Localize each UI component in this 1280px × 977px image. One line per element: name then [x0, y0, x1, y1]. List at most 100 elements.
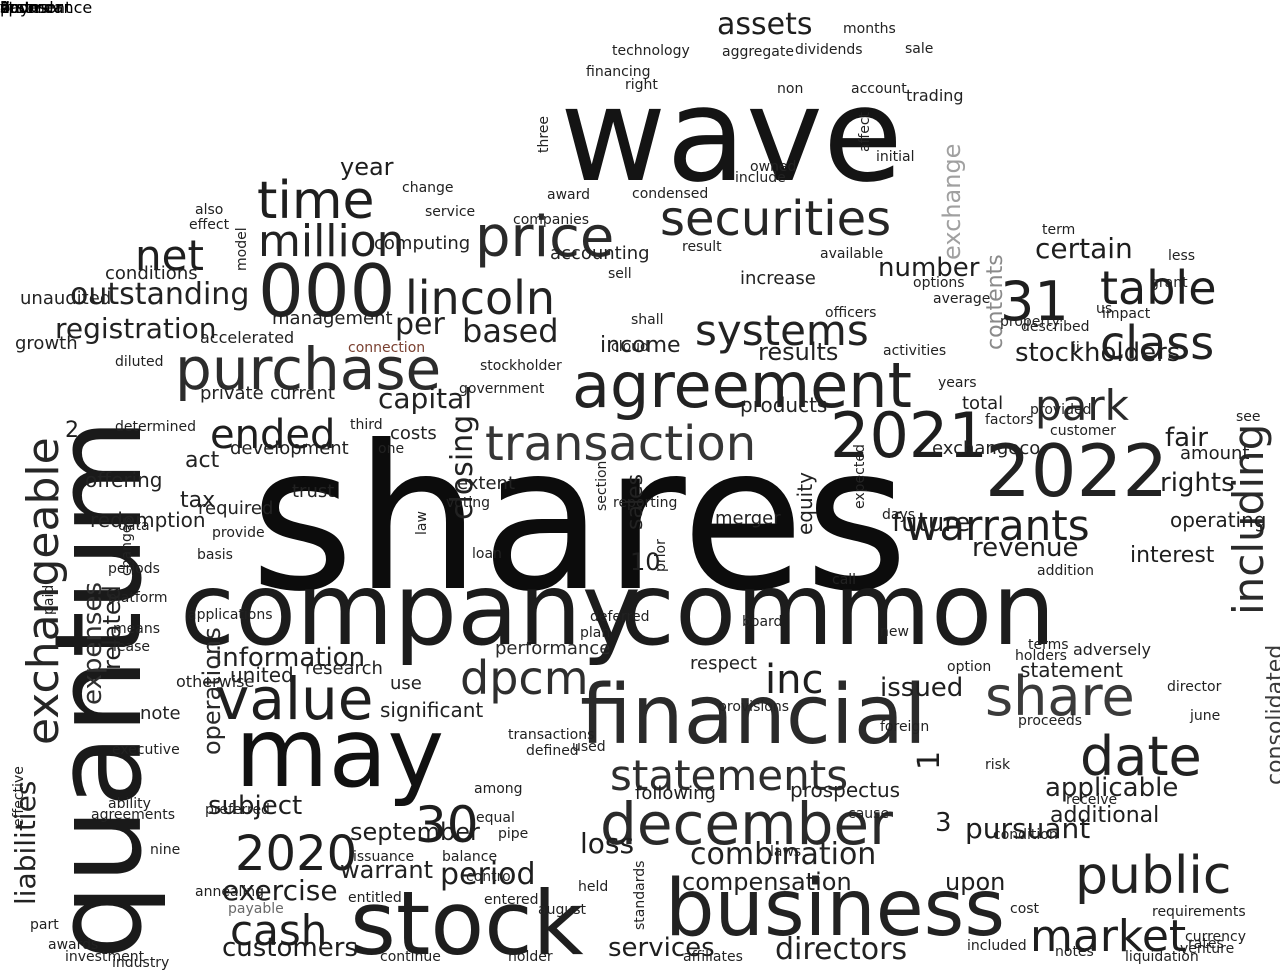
word: see: [1236, 409, 1261, 425]
word: notes: [1055, 944, 1094, 960]
word: effect: [189, 217, 230, 233]
word: balance: [442, 849, 498, 865]
word: provide: [212, 525, 265, 541]
word: number: [878, 253, 980, 283]
word: accounting: [550, 243, 650, 264]
word: wave: [560, 59, 903, 211]
word: current: [270, 383, 335, 404]
word: additional: [1050, 803, 1160, 828]
word: cause: [848, 806, 890, 822]
word: following: [635, 783, 716, 804]
word: government: [459, 381, 545, 397]
word: equal: [476, 810, 515, 826]
word: law: [414, 511, 430, 535]
word: f: [0, 0, 6, 17]
word: investment: [65, 949, 145, 965]
word: performance: [495, 638, 611, 659]
word: warrants: [905, 501, 1090, 550]
word: conditions: [105, 263, 198, 284]
word: us: [1096, 301, 1113, 317]
word: 7: [0, 0, 11, 17]
word: merger: [715, 508, 781, 529]
word: trading: [906, 86, 964, 105]
word: extent: [457, 473, 516, 494]
word: basis: [197, 547, 233, 563]
word: requirements: [1152, 904, 1246, 920]
word: changes: [119, 517, 135, 576]
word: voting: [446, 495, 490, 511]
word: dpcm: [460, 651, 589, 705]
word: right: [625, 77, 658, 93]
word: control: [466, 869, 515, 885]
word: per: [395, 307, 445, 342]
word: included: [967, 938, 1027, 954]
word: time: [257, 171, 375, 231]
word: total: [962, 393, 1004, 414]
word: months: [843, 21, 896, 37]
word: receive: [1066, 792, 1118, 808]
word: also: [195, 202, 224, 218]
word: impact: [1102, 306, 1151, 322]
word: ii: [1072, 340, 1080, 356]
word: september: [350, 818, 480, 846]
word: products: [740, 393, 828, 417]
word: provided: [1030, 402, 1092, 418]
word: tax: [180, 488, 216, 513]
word: combination: [690, 837, 877, 872]
word: united: [230, 663, 294, 687]
word: prior: [653, 539, 669, 572]
word: officers: [825, 305, 877, 321]
word: use: [390, 673, 422, 694]
word: compensation: [682, 868, 852, 896]
word: private: [200, 383, 264, 404]
word: stockholders: [1015, 338, 1181, 368]
word: required: [198, 498, 274, 519]
word: prospectus: [790, 778, 901, 802]
word: lease: [113, 639, 150, 655]
word: price: [475, 205, 615, 270]
word: transaction: [485, 416, 757, 472]
word: stockholder: [480, 358, 562, 374]
word: operating: [1170, 508, 1267, 532]
word: august: [538, 902, 586, 918]
word: non: [777, 81, 804, 97]
word: exchange: [938, 143, 966, 260]
word: equity: [793, 472, 817, 535]
word: service: [425, 204, 476, 220]
word: financial: [580, 668, 927, 763]
word: addition: [1037, 563, 1095, 579]
word: plan: [580, 625, 611, 641]
word: net: [135, 231, 204, 280]
word: respect: [690, 653, 757, 674]
word: used: [572, 739, 606, 755]
word: 2022: [985, 429, 1169, 513]
word: 4: [0, 0, 11, 17]
word: park: [1035, 381, 1129, 430]
word: 000: [258, 249, 396, 333]
word: systems: [695, 306, 869, 355]
word: cash: [230, 906, 328, 955]
word: loss: [580, 827, 635, 860]
word: computing: [374, 233, 471, 254]
word: less: [1168, 248, 1196, 264]
word: subject: [208, 791, 303, 821]
word: call: [832, 572, 857, 588]
word: currency: [1185, 929, 1246, 945]
word: described: [1021, 319, 1090, 335]
word: period: [440, 857, 536, 892]
word: statement: [1020, 658, 1123, 682]
word: platform: [108, 590, 168, 606]
word: securities: [660, 191, 892, 247]
word: part: [30, 917, 59, 933]
word: means: [113, 621, 160, 637]
word: venture: [1180, 941, 1235, 957]
word: upon: [945, 868, 1006, 896]
word: diluted: [115, 354, 164, 370]
word: continue: [380, 949, 441, 965]
word: market: [1030, 911, 1187, 962]
word: result: [682, 239, 722, 255]
word: terms: [1028, 637, 1069, 653]
word: ended: [210, 412, 336, 458]
word: section: [594, 460, 610, 511]
word: shares: [250, 403, 909, 636]
